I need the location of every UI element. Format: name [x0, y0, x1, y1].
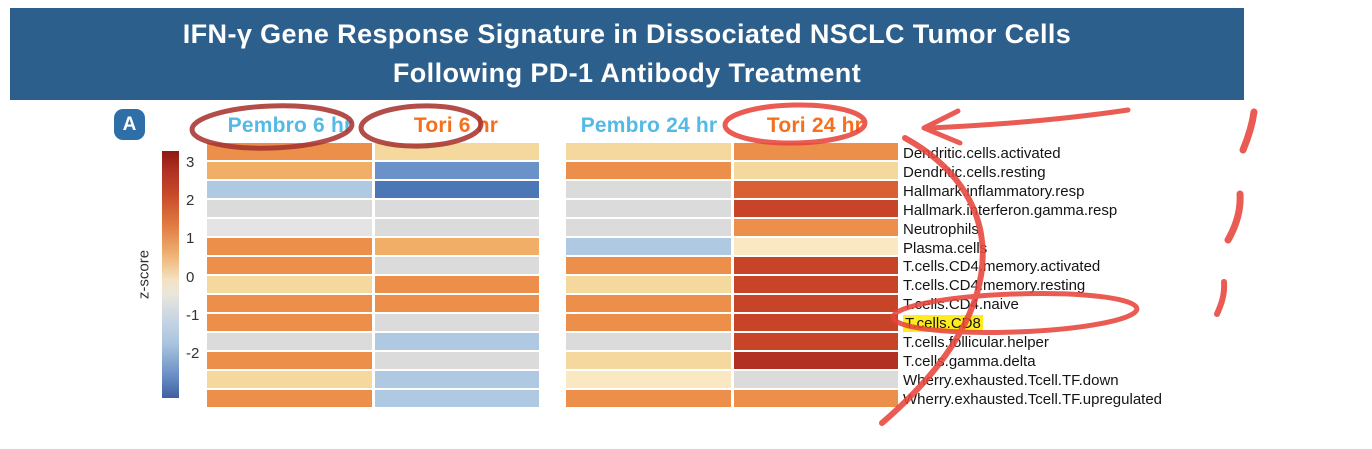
heatmap-cell — [733, 371, 898, 388]
row-label-list: Dendritic.cells.activated Dendritic.cells… — [903, 145, 1162, 410]
heatmap-cell — [566, 314, 731, 331]
heatmap-cell — [733, 352, 898, 369]
row-label: T.cells.CD8 — [903, 315, 983, 333]
annotation-arrow-head-icon — [921, 108, 963, 146]
column-header-pembro-24-hr: Pembro 24 hr — [580, 114, 718, 137]
heatmap-cell — [374, 352, 539, 369]
colorbar-tick: 3 — [186, 154, 195, 171]
heatmap-cell — [207, 333, 372, 350]
title-line-2: Following PD-1 Antibody Treatment — [392, 58, 862, 88]
row-label: T.cells.CD4.naive — [903, 296, 1019, 314]
heatmap-6hr-headers: Pembro 6 hr Tori 6 hr — [207, 114, 539, 138]
heatmap-cell — [374, 276, 539, 293]
heatmap-cell — [733, 295, 898, 312]
colorbar-tick: -2 — [186, 344, 200, 362]
heatmap-cell — [733, 333, 898, 350]
heatmap-24hr-headers: Pembro 24 hr Tori 24 hr — [566, 114, 898, 138]
heatmap-cell — [566, 295, 731, 312]
heatmap-cell — [733, 200, 898, 217]
heatmap-cell — [566, 352, 731, 369]
row-label: Wherry.exhausted.Tcell.TF.down — [903, 371, 1119, 389]
colorbar-axis-label: z-score — [135, 249, 153, 300]
colorbar-gradient — [162, 151, 179, 398]
heatmap-cell — [207, 352, 372, 369]
heatmap-cell — [207, 371, 372, 388]
heatmap-cell — [207, 314, 372, 331]
heatmap-24hr — [566, 143, 898, 407]
title-banner: IFN-γ Gene Response Signature in Dissoci… — [10, 8, 1244, 100]
heatmap-cell — [374, 238, 539, 255]
heatmap-cell — [207, 276, 372, 293]
heatmap-cell — [374, 371, 539, 388]
column-header-pembro-6-hr: Pembro 6 hr — [227, 114, 353, 137]
heatmap-cell — [207, 162, 372, 179]
heatmap-cell — [207, 257, 372, 274]
column-header-tori-24-hr: Tori 24 hr — [766, 114, 864, 137]
colorbar-tick: 1 — [186, 230, 195, 248]
heatmap-cell — [733, 143, 898, 160]
row-label: Hallmark.interferon.gamma.resp — [903, 201, 1118, 219]
heatmap-cell — [207, 143, 372, 160]
heatmap-cell — [207, 390, 372, 407]
colorbar-tick: 2 — [186, 192, 195, 210]
heatmap-cell — [733, 238, 898, 255]
heatmap-cell — [374, 333, 539, 350]
column-header-tori-6-hr: Tori 6 hr — [413, 114, 499, 137]
heatmap-cell — [374, 295, 539, 312]
heatmap-cell — [374, 257, 539, 274]
heatmap-cell — [566, 257, 731, 274]
annotation-arrow-shaft-icon — [927, 107, 1131, 131]
heatmap-cell — [374, 314, 539, 331]
colorbar-tick: -1 — [186, 306, 200, 324]
row-label: Wherry.exhausted.Tcell.TF.upregulated — [903, 390, 1163, 408]
row-label: T.cells.CD4.memory.resting — [903, 277, 1086, 295]
heatmap-cell — [207, 181, 372, 198]
heatmap-cell — [207, 219, 372, 236]
heatmap-cell — [566, 181, 731, 198]
heatmap-cell — [566, 390, 731, 407]
heatmap-cell — [374, 219, 539, 236]
colorbar-ticks: 3 2 1 0 -1 -2 — [186, 154, 199, 362]
row-label: Hallmark.inflammatory.resp — [903, 182, 1085, 200]
heatmap-cell — [566, 238, 731, 255]
heatmap-cell — [566, 371, 731, 388]
heatmap-cell — [374, 390, 539, 407]
heatmap-cell — [566, 143, 731, 160]
heatmap-cell — [733, 219, 898, 236]
heatmap-cell — [566, 200, 731, 217]
row-label: Neutrophils — [903, 220, 979, 238]
row-label: T.cells.gamma.delta — [903, 352, 1036, 370]
title-line-1: IFN-γ Gene Response Signature in Dissoci… — [182, 19, 1072, 49]
heatmap-cell — [374, 143, 539, 160]
row-label: Plasma.cells — [903, 239, 988, 257]
heatmap-cell — [733, 314, 898, 331]
heatmap-cell — [733, 162, 898, 179]
heatmap-cell — [733, 276, 898, 293]
panel-a-badge: A — [114, 109, 145, 140]
heatmap-cell — [207, 295, 372, 312]
row-label: Dendritic.cells.resting — [903, 163, 1046, 181]
heatmap-cell — [733, 181, 898, 198]
heatmap-cell — [207, 238, 372, 255]
heatmap-cell — [733, 390, 898, 407]
row-label: Dendritic.cells.activated — [903, 145, 1061, 162]
heatmap-cell — [374, 200, 539, 217]
row-label: T.cells.CD4.memory.activated — [903, 258, 1101, 276]
heatmap-cell — [374, 162, 539, 179]
heatmap-cell — [566, 276, 731, 293]
heatmap-cell — [566, 162, 731, 179]
heatmap-cell — [733, 257, 898, 274]
annotation-tick-mark-1-icon — [1239, 108, 1258, 154]
heatmap-6hr — [207, 143, 539, 407]
heatmap-cell — [566, 333, 731, 350]
colorbar-tick: 0 — [186, 268, 195, 286]
annotation-tick-mark-2-icon — [1224, 190, 1244, 244]
annotation-tick-mark-3-icon — [1214, 279, 1228, 317]
heatmap-cell — [566, 219, 731, 236]
row-label: T.cells.follicular.helper — [903, 334, 1049, 352]
heatmap-cell — [207, 200, 372, 217]
heatmap-cell — [374, 181, 539, 198]
